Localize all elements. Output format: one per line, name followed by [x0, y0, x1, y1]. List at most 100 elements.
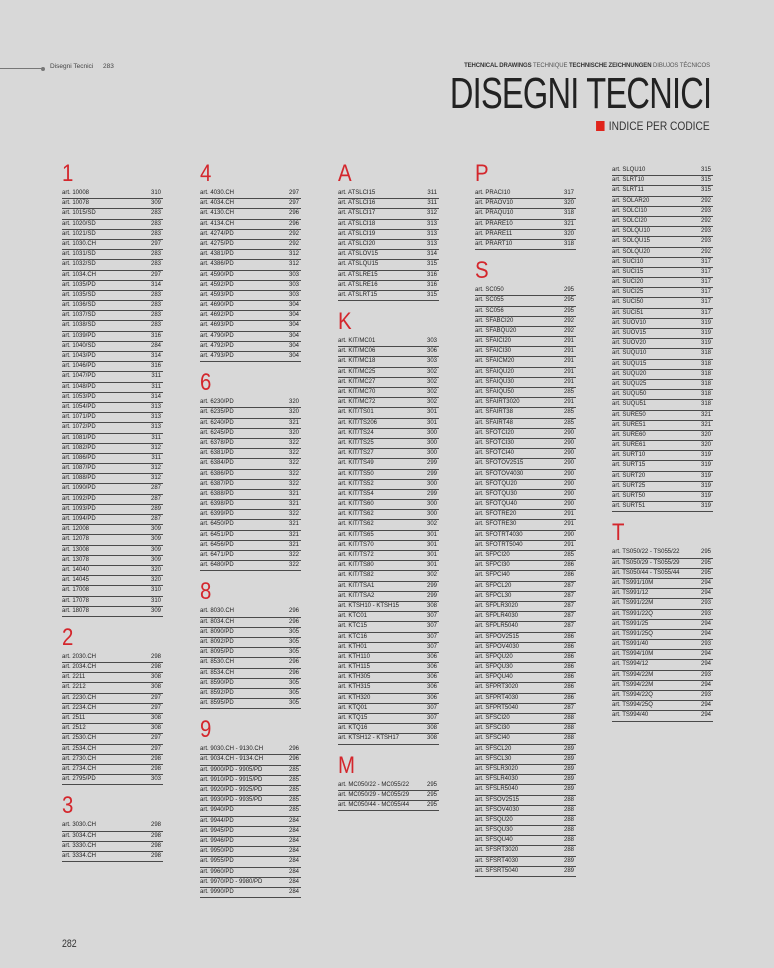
index-row: art. TS994/40 294 — [612, 711, 713, 722]
index-row: art. 3334.CH 298 — [62, 852, 163, 863]
article-code: art. 6388/PD — [200, 490, 234, 497]
index-row: art. SUCI15 317 — [612, 268, 713, 279]
page-ref: 285 — [563, 389, 574, 395]
index-row: art. 2230.CH 297 — [62, 694, 163, 704]
article-code: art. 8534.CH — [200, 669, 235, 676]
index-row: art. 18078 309 — [62, 607, 163, 617]
index-row: art. SOLQU10 293 — [612, 227, 713, 238]
index-row: art. 2511 308 — [62, 714, 163, 725]
article-code: art. 1031/SD — [62, 251, 96, 258]
article-code: art. 1086/PD — [62, 454, 96, 461]
index-row: art. KTH305 306 — [338, 673, 439, 684]
page-ref: 283 — [150, 312, 161, 319]
index-row: art. TS991/22Q 293 — [612, 610, 713, 620]
index-row: art. 1093/PD 289 — [62, 505, 163, 515]
page-ref: 286 — [563, 653, 574, 660]
page-ref: 321 — [700, 421, 711, 428]
index-row: art. 9920/PD - 9925/PD 285 — [200, 786, 301, 797]
article-code: art. 1039/PD — [62, 332, 96, 339]
tagline: TEHCNICAL DRAWINGS TECHNIQUE TECHNISCHE … — [464, 62, 710, 70]
index-row: art. SFPLR5040 287 — [475, 622, 576, 633]
index-row: art. TS994/22Q 293 — [612, 691, 713, 702]
article-code: art. 6471/PD — [200, 552, 234, 558]
page-ref: 298 — [150, 852, 161, 859]
page-ref: 302 — [426, 368, 437, 375]
page-ref: 299 — [426, 470, 437, 477]
article-code: art. 1037/SD — [62, 312, 96, 319]
index-row: art. SUCI25 317 — [612, 288, 713, 299]
article-code: art. SFPCL20 — [475, 582, 512, 589]
index-row: art. 9955/PD 284 — [200, 857, 301, 868]
index-row: art. 14040 320 — [62, 566, 163, 577]
page-ref: 300 — [426, 501, 437, 508]
page-ref: 299 — [426, 582, 437, 589]
index-row: art. SFOTRE30 291 — [475, 520, 576, 531]
article-code: art. SOLAR20 — [612, 197, 650, 204]
index-row: art. SFSCL30 289 — [475, 755, 576, 765]
page-ref: 317 — [563, 190, 574, 196]
article-code: art. KTQ15 — [338, 715, 368, 721]
page-ref: 291 — [563, 521, 574, 528]
article-code: art. SFPCI40 — [475, 572, 510, 579]
article-code: art. TS994/22Q — [612, 692, 653, 698]
index-row: art. 14045 320 — [62, 576, 163, 587]
index-row: art. KIT/MC01 303 — [338, 337, 439, 348]
article-code: art. KTH115 — [338, 664, 370, 671]
page-ref: 299 — [426, 460, 437, 467]
article-code: art. 4593/PD — [200, 291, 234, 298]
article-code: art. 2212 — [62, 684, 86, 691]
index-row: art. 6235/PD 320 — [200, 408, 301, 419]
index-row: art. SFOTCI40 290 — [475, 449, 576, 460]
article-code: art. SFOTCI20 — [475, 429, 515, 436]
article-code: art. TS050/44 - TS055/44 — [612, 569, 680, 576]
article-code: art. 1038/SD — [62, 322, 96, 329]
index-row: art. SFPLR4030 287 — [475, 612, 576, 623]
index-row: art. KTH315 306 — [338, 683, 439, 694]
article-code: art. KIT/MC25 — [338, 368, 376, 375]
article-code: art. SUCI50 — [612, 299, 644, 306]
page-ref: 290 — [563, 470, 574, 477]
index-row: art. KIT/TS206 301 — [338, 419, 439, 429]
index-row: art. 6399/PD 322 — [200, 510, 301, 521]
page-ref: 319 — [700, 503, 711, 510]
page-ref: 295 — [563, 307, 574, 314]
article-code: art. PRART10 — [475, 240, 513, 247]
article-code: art. 17008 — [62, 587, 90, 594]
page-ref: 319 — [700, 330, 711, 336]
page-ref: 283 — [150, 322, 161, 329]
running-head-section: Disegni Tecnici — [50, 63, 94, 70]
article-code: art. SFSCI30 — [475, 725, 510, 732]
index-row: art. 9950/PD 284 — [200, 847, 301, 858]
index-row: art. KIT/MC25 302 — [338, 368, 439, 378]
page-ref: 312 — [426, 210, 437, 217]
section-letter: 2 — [62, 623, 74, 651]
index-row: art. 1054/PD 313 — [62, 403, 163, 414]
index-row: art. 8030.CH 296 — [200, 607, 301, 618]
page-ref: 288 — [563, 735, 574, 742]
article-code: art. SC056 — [475, 307, 504, 314]
page-ref: 289 — [150, 505, 161, 512]
index-row: art. 4134.CH 296 — [200, 220, 301, 230]
index-row: art. 3034.CH 298 — [62, 832, 163, 842]
page-ref: 308 — [150, 725, 161, 732]
index-row: art. 6388/PD 321 — [200, 490, 301, 501]
index-row: art. 8034.CH 296 — [200, 618, 301, 628]
index-row: art. PRARE10 321 — [475, 220, 576, 230]
article-code: art. SFSOV4030 — [475, 806, 520, 813]
tagline-de: TECHNISCHE ZEICHNUNGEN — [568, 63, 652, 69]
index-row: art. 1037/SD 283 — [62, 311, 163, 322]
article-code: art. SUQU51 — [612, 401, 647, 408]
page-ref: 283 — [150, 302, 161, 309]
article-code: art. 2511 — [62, 715, 86, 721]
page-ref: 283 — [150, 261, 161, 268]
page-ref: 290 — [563, 460, 574, 467]
article-code: art. SFOTQU40 — [475, 501, 518, 508]
index-row: art. SFAICM20 291 — [475, 357, 576, 368]
tagline-en: TEHCNICAL DRAWINGS — [464, 63, 532, 69]
article-code: art. KTC15 — [338, 623, 368, 630]
article-code: art. 14045 — [62, 577, 90, 584]
index-row: art. SC056 295 — [475, 307, 576, 317]
article-code: art. KTSH10 - KTSH15 — [338, 602, 400, 609]
page-ref: 305 — [288, 638, 299, 645]
page-ref: 289 — [563, 857, 574, 864]
